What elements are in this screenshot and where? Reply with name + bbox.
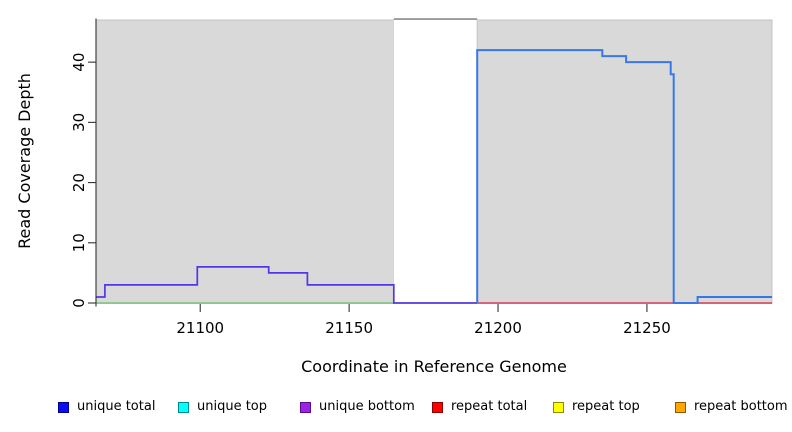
y-tick-label: 30	[70, 113, 88, 132]
series-line-unique-bottom	[96, 266, 478, 304]
legend-item-repeat-top: repeat top	[553, 398, 640, 416]
x-tick-label: 21150	[325, 319, 373, 337]
region-uncovered-gap	[393, 20, 478, 304]
legend-item-unique-bottom: unique bottom	[300, 398, 415, 416]
legend-swatch-unique-bottom	[300, 401, 311, 413]
x-tick-label: 21100	[176, 319, 224, 337]
axes-layer: 0 10 20 30 40 21100 21150 21200 21250	[70, 18, 671, 337]
legend-swatch-repeat-top	[553, 401, 564, 413]
plot-canvas: 0 10 20 30 40 21100 21150 21200 21250 Coordinate…	[15, 18, 773, 376]
y-axis-title: Read Coverage Depth	[15, 73, 34, 249]
y-tick-label: 10	[70, 233, 88, 252]
legend-swatch-unique-total	[58, 401, 69, 413]
legend-item-repeat-bottom: repeat bottom	[675, 398, 788, 416]
legend-label: repeat bottom	[694, 399, 788, 414]
legend-label: repeat top	[572, 399, 640, 414]
y-tick-label: 0	[70, 298, 88, 308]
legend-swatch-repeat-total	[432, 401, 443, 413]
series-lines-layer	[96, 49, 772, 304]
legend-item-unique-top: unique top	[178, 398, 267, 416]
y-tick-label: 40	[70, 53, 88, 72]
x-axis-title: Coordinate in Reference Genome	[301, 357, 567, 376]
x-tick-label: 21250	[623, 319, 671, 337]
series-line-unique-total	[476, 49, 772, 304]
legend-item-repeat-total: repeat total	[432, 398, 527, 416]
legend-label: repeat total	[451, 399, 528, 414]
legend-label: unique total	[77, 399, 156, 414]
legend-swatch-repeat-bottom	[675, 401, 686, 413]
legend-label: unique bottom	[319, 399, 415, 414]
legend-item-unique-total: unique total	[58, 398, 155, 416]
legend-swatch-unique-top	[178, 401, 189, 413]
legend-label: unique top	[197, 399, 268, 414]
x-tick-label: 21200	[474, 319, 522, 337]
y-tick-label: 20	[70, 173, 88, 192]
region-covered-left	[95, 19, 395, 304]
